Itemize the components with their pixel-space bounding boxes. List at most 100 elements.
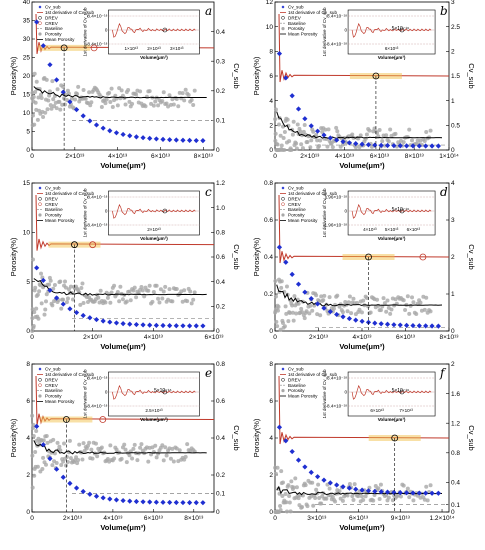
porosity-point	[45, 440, 50, 445]
y-tick-label: 0.2	[264, 291, 273, 298]
porosity-point	[75, 92, 80, 97]
porosity-point	[291, 318, 296, 323]
legend-entry: Cv_sub	[45, 186, 61, 191]
porosity-point	[424, 129, 429, 134]
porosity-point	[132, 442, 137, 447]
porosity-point	[43, 307, 48, 312]
porosity-point	[49, 106, 54, 111]
inset-x-tick-label: 3×10¹³	[170, 46, 184, 51]
legend-symbol	[281, 202, 285, 206]
x-axis-title: Volume(μm³)	[100, 342, 146, 351]
porosity-point	[81, 301, 86, 306]
porosity-point	[278, 327, 283, 332]
y-right-tick-label: 1.2	[451, 420, 460, 427]
cv-sub-marker	[147, 135, 153, 141]
legend-entry: Mean Porosity	[288, 394, 318, 399]
y-right-tick-label: 3	[451, 217, 455, 224]
panel-letter: c	[205, 185, 212, 199]
porosity-point	[345, 309, 350, 314]
y-tick-label: 8	[269, 361, 273, 368]
porosity-point	[153, 443, 158, 448]
porosity-point	[180, 91, 185, 96]
cv-sub-marker	[378, 321, 384, 327]
porosity-point	[33, 90, 38, 95]
x-tick-label: 0	[30, 153, 34, 160]
y-right-tick-label: 1.2	[216, 180, 225, 187]
y-tick-label: 15	[23, 92, 31, 99]
cv-sub-marker	[54, 77, 60, 83]
porosity-point	[287, 493, 292, 498]
inset: 8.4×10⁻¹⁸ 0 -8.4×10⁻¹⁸ 2×10¹³ Volume(μm³) 1st…	[82, 188, 200, 241]
inset-x-tick-label: 2.5×10¹³	[145, 408, 163, 413]
porosity-point	[39, 301, 44, 306]
x-tick-label: 8×10¹³	[194, 153, 214, 160]
porosity-point	[140, 288, 145, 293]
porosity-point	[407, 311, 412, 316]
legend-entry: 1st derivative of Cv_sub	[288, 10, 337, 15]
y-right-tick-label: 0.6	[216, 254, 225, 261]
cv-sub-marker	[47, 456, 53, 462]
crev-marker	[89, 241, 97, 249]
porosity-point	[42, 312, 47, 317]
porosity-point	[401, 140, 406, 145]
cv-sub-marker	[193, 500, 199, 506]
porosity-point	[164, 101, 169, 106]
porosity-point	[30, 329, 35, 333]
inset-y-tick-label: 0	[345, 390, 348, 395]
cv-sub-marker	[340, 314, 346, 320]
porosity-point	[273, 107, 278, 112]
legend-entry: Cv_sub	[45, 367, 61, 372]
porosity-point	[300, 146, 305, 151]
y-axis-title: Porosity(%)	[9, 237, 18, 276]
cv-sub-marker	[372, 142, 378, 148]
cv-sub-marker	[334, 311, 340, 318]
cv-sub-marker	[120, 321, 126, 327]
porosity-point	[81, 441, 86, 446]
legend-symbol	[281, 5, 285, 9]
porosity-point	[321, 298, 326, 303]
porosity-point	[34, 306, 39, 311]
inset-derivative-line	[112, 384, 196, 400]
porosity-point	[167, 93, 172, 98]
porosity-point	[80, 457, 85, 462]
porosity-point	[54, 106, 59, 111]
porosity-point	[109, 290, 114, 295]
porosity-point	[289, 479, 294, 484]
porosity-point	[273, 471, 278, 476]
y-right-tick-label: 1	[451, 291, 455, 298]
y-right-tick-label: 0	[451, 509, 455, 516]
cv-sub-marker	[384, 142, 391, 149]
porosity-point	[60, 102, 65, 107]
porosity-point	[185, 299, 190, 304]
porosity-point	[340, 498, 345, 503]
porosity-point	[393, 131, 398, 136]
porosity-point	[287, 500, 292, 505]
y-tick-label: 0	[269, 509, 273, 516]
inset-x-axis-title: Volume(μm³)	[378, 236, 406, 241]
porosity-point	[127, 289, 132, 294]
porosity-point	[299, 142, 304, 147]
x-axis-title: Volume(μm³)	[100, 523, 146, 532]
cv-sub-marker	[153, 322, 159, 328]
x-tick-label: 4×10¹³	[144, 334, 164, 341]
legend-entry: Cv_sub	[288, 367, 304, 372]
porosity-point	[282, 147, 287, 152]
cv-sub-marker	[67, 99, 73, 105]
legend-entry: Porosity	[288, 388, 305, 393]
porosity-point	[311, 503, 316, 508]
porosity-point	[192, 290, 197, 295]
y-right-axis-title: Cv_sub	[232, 244, 241, 269]
inset-x-tick-label: 1×10¹³	[124, 46, 138, 51]
legend-entry: 1st derivative of Cv_sub	[45, 191, 94, 196]
cv-sub-marker	[113, 497, 120, 503]
panel-letter: f	[439, 366, 447, 380]
porosity-point	[61, 297, 66, 302]
legend-entry: DREV	[45, 196, 59, 201]
cv-sub-marker	[372, 320, 378, 326]
legend-entry: Porosity	[45, 213, 62, 218]
legend-entry: CREV	[288, 202, 302, 207]
y-tick-label: 35	[23, 18, 31, 25]
inset-y-tick-label: 8.4×10⁻¹⁸	[87, 14, 107, 19]
porosity-point	[68, 284, 73, 289]
porosity-point	[156, 296, 161, 301]
